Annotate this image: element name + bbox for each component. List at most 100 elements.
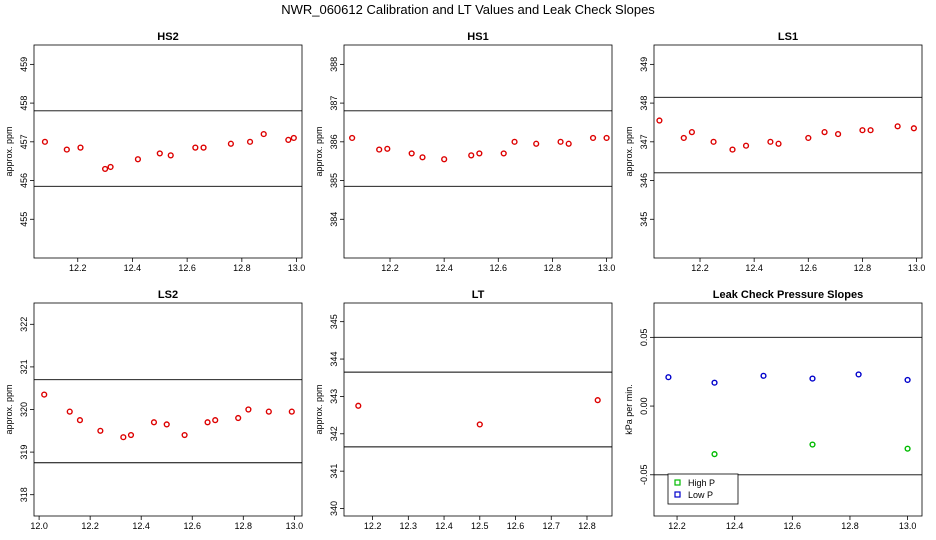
x-tick-label: 12.6: [784, 521, 802, 531]
y-axis-label: approx. ppm: [624, 126, 634, 176]
panel-5: LT 12.2 12.3 12.4 12.5 12.6 12.7 12.8 340 341 342 3…: [314, 289, 613, 531]
x-tick-label: 12.2: [691, 263, 709, 273]
data-point: [260, 130, 267, 138]
data-point: [246, 138, 254, 145]
data-point: [711, 451, 718, 458]
data-point: [859, 127, 866, 134]
x-tick-label: 12.4: [435, 521, 453, 531]
x-tick-label: 12.7: [542, 521, 560, 531]
x-tick-label: 12.0: [30, 521, 48, 531]
data-point: [107, 163, 114, 171]
legend-label: High P: [688, 478, 715, 488]
data-point: [894, 123, 901, 130]
x-tick-label: 12.6: [178, 263, 196, 273]
x-tick-label: 12.4: [435, 263, 453, 273]
y-axis-label: approx. ppm: [314, 384, 324, 434]
data-point: [511, 138, 518, 145]
y-tick-label: 388: [329, 57, 339, 72]
x-tick-label: 12.5: [471, 521, 489, 531]
data-point: [767, 138, 774, 145]
y-tick-label: 347: [639, 134, 649, 149]
panel-title: LT: [472, 289, 485, 301]
data-point: [204, 419, 211, 426]
x-tick-label: 12.8: [544, 263, 562, 273]
panel-2: HS1 12.2 12.4 12.6 12.8 13.0 384 385 386 387 388 ap…: [314, 31, 615, 273]
data-point: [500, 150, 507, 157]
y-axis-label: approx. ppm: [4, 126, 14, 176]
data-point: [419, 154, 426, 161]
x-tick-label: 12.8: [235, 521, 253, 531]
data-point: [192, 144, 199, 151]
x-tick-label: 12.2: [69, 263, 87, 273]
plot-frame: [653, 44, 923, 259]
y-tick-label: 344: [329, 352, 339, 367]
panel-title: Leak Check Pressure Slopes: [713, 289, 863, 301]
data-point: [603, 134, 610, 142]
y-tick-label: -0.05: [639, 465, 649, 486]
x-tick-label: 12.8: [854, 263, 872, 273]
data-point: [120, 434, 127, 441]
data-point: [821, 129, 828, 136]
y-tick-label: 318: [19, 487, 29, 502]
x-tick-label: 12.8: [841, 521, 859, 531]
x-tick-label: 12.6: [490, 263, 508, 273]
data-point: [441, 156, 448, 163]
data-point: [834, 130, 842, 138]
data-point: [711, 379, 718, 386]
data-point: [688, 129, 695, 136]
y-axis-label: kPa per min.: [624, 384, 634, 435]
data-point: [41, 391, 48, 398]
data-point: [285, 136, 292, 143]
data-point: [809, 375, 816, 382]
data-point: [163, 421, 170, 428]
panel-4: LS2 12.0 12.2 12.4 12.6 12.8 13.0 318 319 320 321 3…: [4, 289, 303, 531]
data-point: [376, 146, 383, 153]
x-tick-label: 12.2: [364, 521, 382, 531]
panel-6: Leak Check Pressure Slopes 12.2 12.4 12.6 12…: [624, 289, 923, 531]
data-point: [150, 419, 158, 426]
y-axis-label: approx. ppm: [4, 384, 14, 434]
plot-frame: [343, 44, 613, 259]
data-point: [227, 140, 234, 147]
legend-marker: [674, 491, 681, 498]
data-point: [97, 427, 104, 434]
legend-label: Low P: [688, 490, 713, 500]
x-tick-label: 13.0: [288, 263, 306, 273]
plot-frame: [33, 44, 303, 259]
data-point: [809, 441, 816, 448]
y-tick-label: 456: [19, 173, 29, 188]
panel-3: LS1 12.2 12.4 12.6 12.8 13.0 345 346 347 348 349 ap…: [624, 31, 925, 273]
data-point: [594, 397, 601, 404]
y-tick-label: 384: [329, 212, 339, 227]
data-point: [156, 150, 163, 157]
data-point: [665, 374, 672, 381]
data-point: [760, 372, 767, 379]
data-point: [408, 150, 415, 157]
panel-title: LS1: [778, 31, 798, 43]
y-tick-label: 321: [19, 359, 29, 374]
data-point: [288, 408, 295, 415]
data-point: [66, 408, 73, 415]
plot-frame: [33, 302, 303, 517]
y-tick-label: 387: [329, 96, 339, 111]
data-point: [76, 417, 84, 424]
figure-title: NWR_060612 Calibration and LT Values and…: [281, 2, 655, 17]
data-point: [212, 417, 219, 424]
y-tick-label: 455: [19, 212, 29, 227]
data-point: [742, 142, 750, 149]
x-tick-label: 12.4: [132, 521, 150, 531]
x-tick-label: 13.0: [899, 521, 917, 531]
x-tick-label: 12.6: [800, 263, 818, 273]
y-tick-label: 345: [639, 212, 649, 227]
x-tick-label: 13.0: [286, 521, 304, 531]
data-point: [710, 138, 717, 145]
y-tick-label: 0.05: [639, 329, 649, 347]
panel-title: HS2: [157, 31, 178, 43]
y-tick-label: 385: [329, 173, 339, 188]
y-tick-label: 386: [329, 134, 339, 149]
data-point: [680, 134, 687, 142]
data-point: [775, 140, 782, 147]
panel-title: HS1: [467, 31, 488, 43]
data-point: [729, 146, 736, 153]
